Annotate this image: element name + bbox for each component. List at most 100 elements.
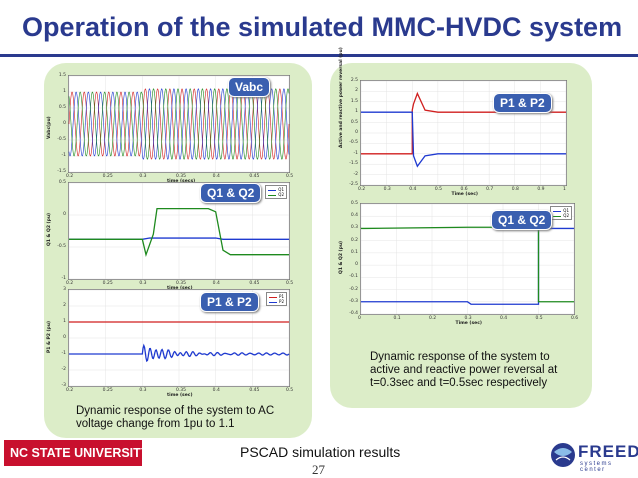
p_right-y-tick-label: 2.5: [350, 78, 358, 83]
p_left-x-tick-label: 0.35: [176, 388, 187, 393]
q_left-y-tick-label: 0: [63, 212, 66, 217]
p_right-y-tick-label: 0: [355, 130, 358, 135]
vabc-plot: 1.5 1 0.5 0 -0.5 -1 -1.5 0.2 0.25 0.3 0.35 0.4 0.45 0…: [47, 73, 293, 184]
p_right-x-tick-label: 0.9: [537, 187, 545, 192]
q_right-legend-label: Q2: [563, 213, 569, 218]
p_left-x-tick-label: 0.5: [286, 388, 294, 393]
vabc-svg: [68, 75, 290, 173]
q_left-x-tick-label: 0.4: [212, 281, 220, 286]
q-left-badge: Q1 & Q2: [200, 183, 262, 203]
q_right-y-tick-label: 0.3: [350, 225, 358, 231]
p_right-y-tick-label: -2: [353, 171, 359, 177]
q_left-x-tick-label: 0.35: [176, 281, 187, 286]
q_left-legend-label: Q1: [278, 187, 284, 192]
p-right-badge: P1 & P2: [493, 93, 552, 113]
left-caption: Dynamic response of the system to AC vol…: [76, 405, 275, 430]
vabc-badge: Vabc: [228, 77, 271, 97]
p-left-badge: P1 & P2: [200, 292, 259, 312]
q_left-y-tick-label: -1: [61, 276, 67, 281]
q_left-series-q2: [69, 207, 289, 257]
q_right-y-tick-label: 0.2: [350, 237, 358, 243]
vabc-x-tick-label: 0.3: [139, 174, 147, 179]
vabc-x-axis-label: time (secs): [167, 179, 195, 184]
p_right-y-tick-label: -1: [353, 150, 359, 156]
q_right-legend-swatch: [553, 210, 562, 212]
q_left-legend: Q1 Q2: [265, 185, 287, 199]
q_right-x-axis-label: Time (sec): [455, 321, 482, 326]
freedm-logo-subtext: systems center: [580, 461, 613, 473]
p_right-x-axis-label: Time (sec): [451, 192, 478, 197]
p_left-y-tick-label: 3: [63, 287, 66, 292]
vabc-y-tick-label: -1.5: [57, 169, 66, 174]
vabc-x-tick-label: 0.25: [102, 174, 113, 179]
title-underline: [0, 54, 638, 57]
p_left-x-tick-label: 0.4: [212, 388, 220, 393]
vabc-x-tick-label: 0.5: [286, 174, 294, 179]
vabc-x-tick-label: 0.35: [176, 174, 187, 179]
p_left-y-tick-label: -3: [61, 383, 67, 388]
p_right-x-tick-label: 0.7: [486, 187, 494, 192]
q-right-badge: Q1 & Q2: [491, 210, 553, 230]
p_right-x-tick-label: 0.8: [511, 187, 519, 192]
p_left-x-tick-label: 0.25: [102, 388, 113, 393]
p_right-x-tick-label: 0.2: [358, 187, 366, 192]
p_left-legend-swatch: [269, 296, 278, 298]
p_right-series-p2: [361, 111, 566, 168]
freedm-globe-icon: [551, 443, 575, 467]
q_left-x-tick-label: 0.25: [102, 281, 113, 286]
p_left-x-axis-label: time (sec): [167, 393, 193, 398]
q_left-x-axis-label: time (sec): [167, 286, 193, 291]
q_right-y-tick-label: 0.4: [350, 213, 358, 219]
q_right-x-tick-label: 0.2: [429, 316, 437, 321]
p_right-y-tick-label: 0.5: [350, 119, 358, 125]
p_left-x-tick-label: 0.3: [139, 388, 147, 393]
p_right-x-tick-label: 0.5: [434, 187, 443, 192]
q_right-y-tick-label: -0.1: [349, 274, 358, 280]
university-logo: NC STATE UNIVERSITY: [4, 440, 149, 466]
p_left-legend-entry: P2: [269, 299, 284, 304]
q_right-x-tick-label: 0.6: [571, 316, 579, 321]
q_left-y-tick-label: 0.5: [58, 180, 66, 185]
p_right-x-tick-label: 1: [563, 187, 566, 192]
page-number: 27: [312, 462, 325, 477]
p_right-x-tick-label: 0.3: [383, 187, 391, 192]
q_left-x-tick-label: 0.45: [249, 281, 260, 286]
vabc-y-tick-label: 1: [63, 89, 66, 94]
q_right-y-axis-label: Q1 & Q2 (pu): [339, 240, 344, 274]
p_left-y-tick-label: -2: [61, 367, 67, 372]
q_right-legend-entry: Q2: [553, 213, 569, 218]
vabc-series-vb: [68, 88, 290, 160]
q_right-y-tick-label: 0: [355, 262, 358, 268]
p_left-y-axis-label: P1 & P2 (pu): [47, 320, 52, 353]
p_left-legend: P1 P2: [266, 292, 287, 306]
p_right-x-tick-label: 0.4: [409, 187, 417, 192]
vabc-y-tick-label: 0.5: [58, 105, 66, 110]
p_right-y-tick-label: -2.5: [349, 182, 358, 187]
q_left-legend-label: Q2: [278, 192, 284, 197]
vabc-y-tick-label: 0: [63, 121, 66, 126]
q_right-legend-swatch: [553, 215, 562, 217]
p_right-y-tick-label: 1.5: [350, 98, 358, 104]
p_left-x-tick-label: 0.2: [66, 388, 74, 393]
p_right-y-tick-label: 1: [355, 109, 358, 115]
q_right-y-tick-label: -0.4: [349, 311, 358, 316]
q_right-x-tick-label: 0.3: [464, 316, 472, 321]
q_right-y-tick-label: 0.5: [350, 201, 358, 206]
vabc-x-tick-label: 0.45: [249, 174, 260, 179]
q_right-x-tick-label: 0: [358, 316, 361, 321]
p_left-x-tick-label: 0.45: [249, 388, 260, 393]
vabc-series-va: [68, 88, 290, 160]
p_left-y-tick-label: 2: [63, 303, 66, 308]
q_right-legend-label: Q1: [563, 208, 569, 213]
p_right-y-tick-label: 2: [355, 88, 358, 94]
p_left-legend-entry: P1: [269, 294, 284, 299]
q_left-legend-swatch: [268, 189, 277, 191]
p_right-y-axis-label: Active and reactive power reversal (pu): [339, 47, 344, 148]
q_right-x-tick-label: 0.1: [393, 316, 401, 321]
q_left-legend-entry: Q1: [268, 187, 284, 192]
q_right-y-tick-label: -0.3: [349, 298, 358, 304]
vabc-y-tick-label: 1.5: [58, 73, 66, 78]
q_left-x-tick-label: 0.5: [286, 281, 294, 286]
freedm-logo-text: FREEDM: [578, 442, 638, 461]
p_right-y-tick-label: -1.5: [349, 161, 358, 167]
